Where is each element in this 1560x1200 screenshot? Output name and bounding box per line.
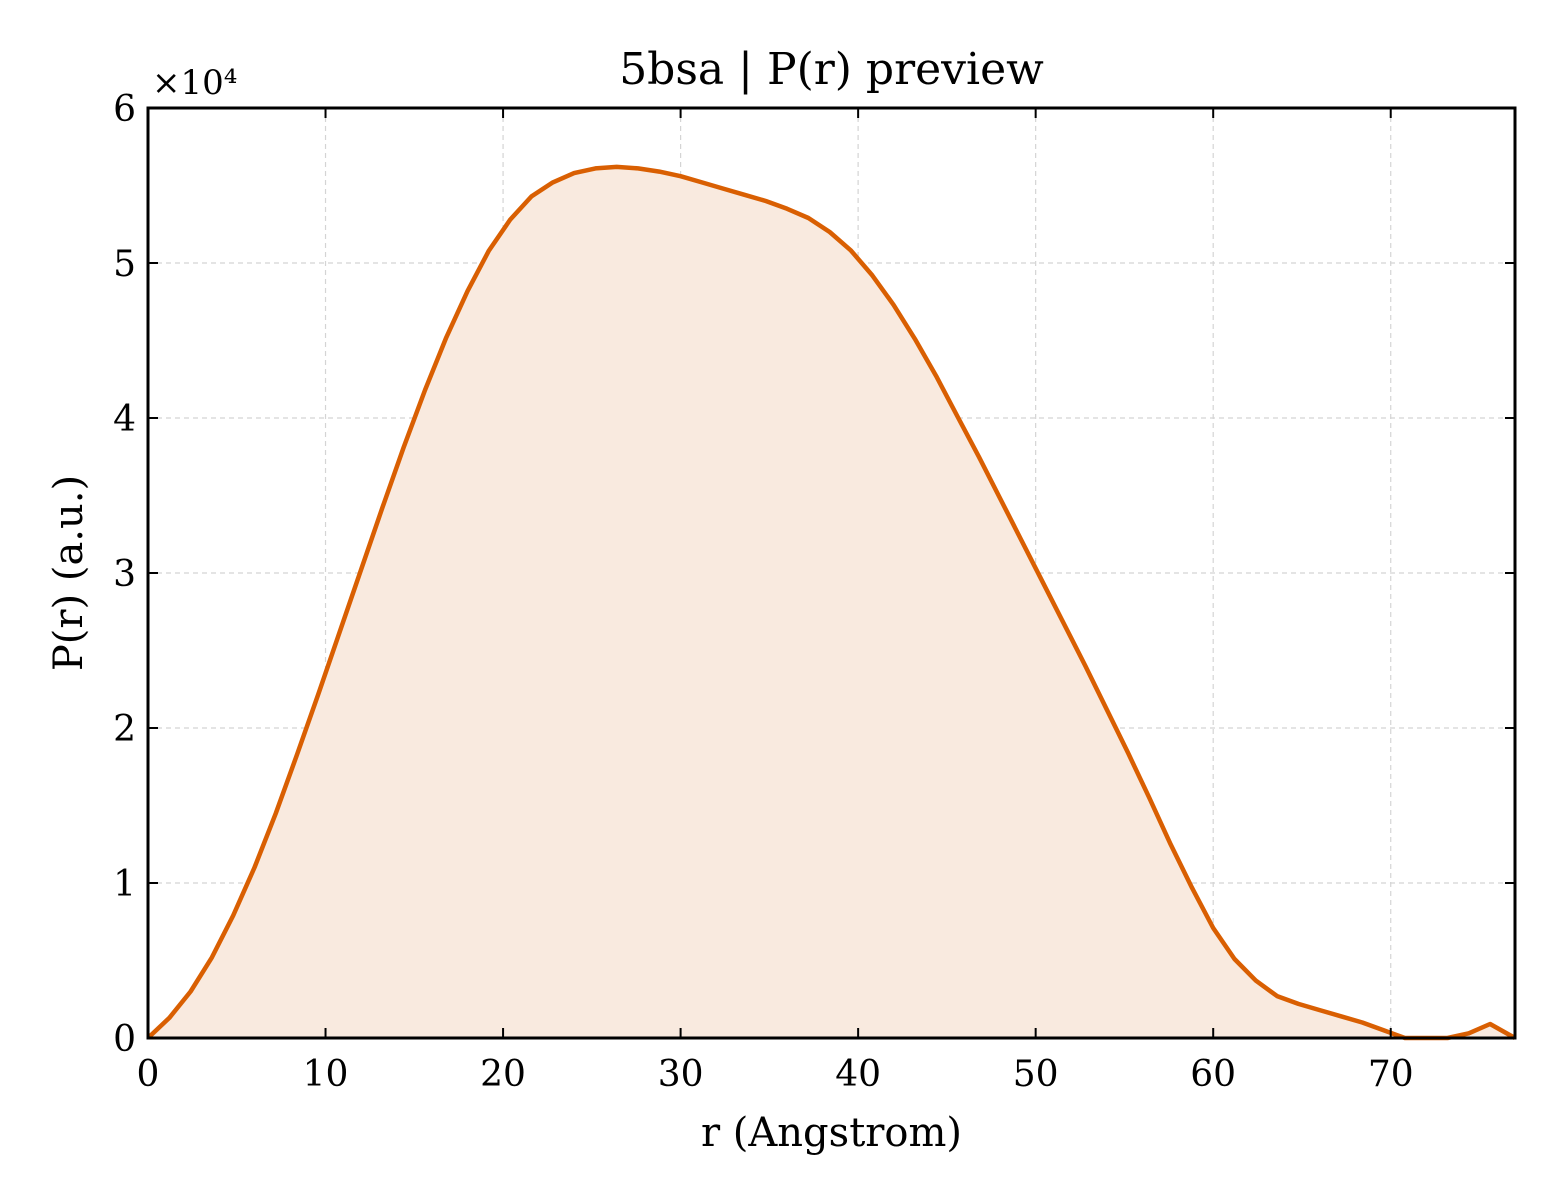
y-tick-label: 3 — [113, 554, 136, 595]
axis-ticks — [147, 107, 1515, 1039]
y-tick-label: 5 — [113, 244, 136, 285]
y-tick-label: 6 — [113, 89, 136, 130]
x-axis-label: r (Angstrom) — [701, 1110, 962, 1156]
x-tick-label: 20 — [480, 1054, 526, 1095]
x-tick-label: 50 — [1013, 1054, 1059, 1095]
x-tick-label: 30 — [658, 1054, 704, 1095]
x-tick-label: 60 — [1190, 1054, 1236, 1095]
y-axis-offset-label: ×10⁴ — [152, 63, 237, 103]
x-tick-label: 40 — [835, 1054, 881, 1095]
y-axis-label: P(r) (a.u.) — [46, 475, 92, 671]
data-series-line — [146, 164, 1517, 1041]
chart-title: 5bsa | P(r) preview — [619, 44, 1044, 95]
y-tick-label: 0 — [113, 1019, 136, 1060]
tick-labels: 0 10 20 30 40 50 60 70 0 1 2 3 4 5 6 — [113, 89, 1414, 1095]
area-fill — [148, 166, 1515, 1038]
x-tick-label: 70 — [1368, 1054, 1414, 1095]
y-tick-label: 4 — [113, 399, 136, 440]
y-tick-label: 2 — [113, 709, 136, 750]
x-tick-label: 0 — [137, 1054, 160, 1095]
y-tick-label: 1 — [113, 864, 136, 905]
x-tick-label: 10 — [303, 1054, 349, 1095]
